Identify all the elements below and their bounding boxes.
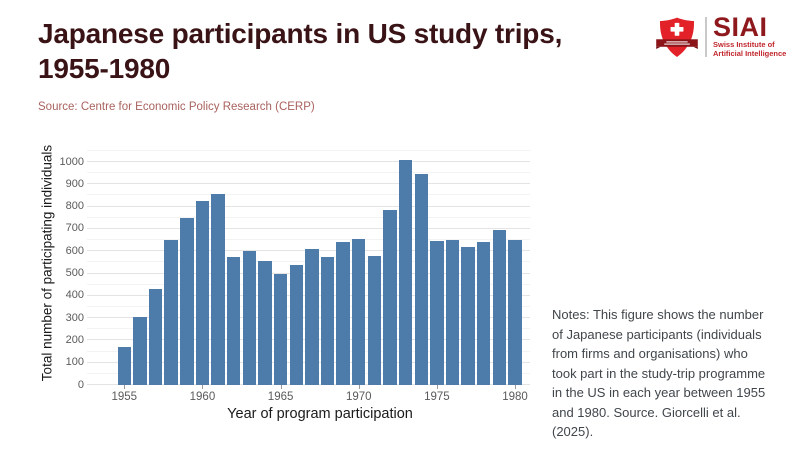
- bar-1966: [289, 264, 303, 385]
- y-tick-label: 900: [65, 177, 84, 190]
- bar-1976: [445, 240, 460, 385]
- x-tick-label: 1980: [502, 391, 528, 403]
- bar-1955: [117, 347, 131, 385]
- page-title: Japanese participants in US study trips,…: [38, 18, 563, 84]
- x-tick-mark: [124, 385, 126, 389]
- y-tick-label: 500: [65, 267, 84, 279]
- logo-wordmark: SIAI: [713, 12, 768, 42]
- gridline-major: [87, 183, 530, 185]
- x-tick-label: 1960: [189, 391, 216, 403]
- logo-subtitle-line2: Artificial Intelligence: [713, 49, 787, 58]
- bar-1970: [352, 238, 366, 385]
- bar-1969: [336, 242, 350, 385]
- bar-1975: [430, 241, 444, 385]
- gridline-minor: [87, 239, 530, 241]
- gridline-major: [87, 227, 530, 229]
- y-tick-label: 200: [65, 333, 84, 346]
- x-tick-label: 1975: [424, 391, 450, 403]
- bar-1958: [164, 240, 178, 385]
- bar-1964: [258, 261, 272, 385]
- bar-1977: [461, 246, 475, 385]
- bar-1980: [508, 240, 522, 385]
- y-tick-label: 0: [77, 378, 84, 391]
- bar-1965: [273, 273, 288, 385]
- logo-divider: [705, 17, 707, 57]
- bar-1962: [227, 256, 241, 385]
- bar-1959: [180, 217, 194, 385]
- gridline-major: [87, 161, 530, 162]
- gridline-minor: [87, 194, 530, 196]
- x-tick-mark: [280, 385, 282, 389]
- chart-panel: [87, 136, 530, 385]
- siai-logo: SIAI Swiss Institute of Artificial Intel…: [654, 12, 787, 60]
- bar-1967: [305, 248, 319, 385]
- bar-1961: [211, 194, 225, 385]
- gridline-minor: [87, 149, 530, 151]
- gridline-minor: [87, 172, 530, 174]
- y-tick-label: 600: [65, 244, 84, 257]
- y-tick-label: 300: [65, 311, 84, 324]
- x-tick-mark: [436, 385, 438, 389]
- x-tick-mark: [358, 385, 360, 389]
- bar-1979: [492, 230, 507, 385]
- x-tick-label: 1965: [267, 391, 294, 403]
- bar-1957: [148, 289, 163, 385]
- notes-text: Notes: This figure shows the number of J…: [552, 307, 766, 439]
- banner-fold-right: [693, 46, 698, 49]
- x-tick-mark: [515, 385, 517, 389]
- x-tick-label: 1955: [111, 391, 138, 403]
- siai-shield-icon: [656, 17, 698, 57]
- bar-1973: [398, 159, 413, 385]
- y-tick-label: 100: [65, 356, 84, 369]
- gridline-major: [87, 205, 530, 207]
- logo-subtitle-line1: Swiss Institute of: [713, 40, 775, 49]
- bar-1974: [414, 174, 428, 385]
- bar-1978: [477, 242, 491, 385]
- x-axis-title: Year of program participation: [227, 406, 413, 422]
- bar-1971: [367, 255, 382, 385]
- bar-1956: [133, 317, 147, 385]
- gridline-minor: [87, 216, 530, 218]
- logo-text: SIAI Swiss Institute of Artificial Intel…: [713, 12, 787, 59]
- banner-fold-left: [656, 46, 661, 49]
- y-tick-label: 1000: [59, 155, 84, 168]
- source-caption: Source: Centre for Economic Policy Resea…: [38, 101, 315, 113]
- bar-1968: [320, 256, 335, 385]
- x-tick-mark: [202, 385, 204, 389]
- bar-1972: [383, 209, 397, 385]
- y-tick-label: 400: [65, 289, 84, 302]
- banner-ribbon: [656, 39, 698, 47]
- bar-1963: [242, 251, 257, 385]
- y-tick-label: 700: [65, 222, 84, 235]
- bar-1960: [195, 201, 210, 385]
- y-tick-label: 800: [65, 200, 84, 213]
- x-tick-label: 1970: [345, 391, 372, 403]
